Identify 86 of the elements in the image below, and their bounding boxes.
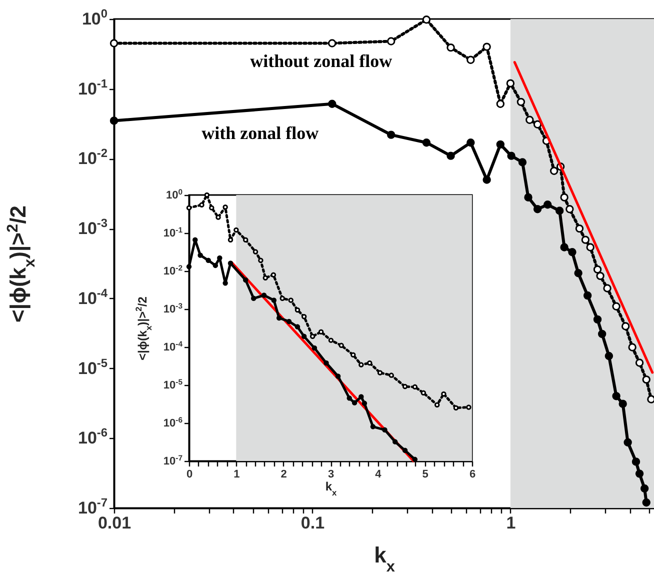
point bbox=[420, 390, 426, 396]
y-tick-label: 10$^{-1}$ bbox=[163, 225, 184, 240]
point bbox=[453, 405, 459, 410]
y-tick-label: 10$^{-6}$ bbox=[78, 426, 108, 448]
point bbox=[198, 252, 203, 258]
y-tick-label: 10$^{-2}$ bbox=[78, 146, 108, 168]
point bbox=[441, 391, 446, 397]
y-tick-label: 10$^{-4}$ bbox=[78, 286, 108, 308]
y-tick-label: 10$^{-5}$ bbox=[78, 356, 108, 378]
point bbox=[276, 315, 282, 321]
point bbox=[466, 404, 472, 410]
point bbox=[412, 456, 418, 462]
series-label: with zonal flow bbox=[202, 122, 319, 143]
point bbox=[318, 329, 324, 334]
x-tick-label: 4 bbox=[375, 468, 382, 480]
point bbox=[186, 264, 192, 270]
x-tick-label: 3 bbox=[328, 468, 334, 480]
point bbox=[358, 394, 364, 400]
y-tick-label: 10$^{0}$ bbox=[166, 187, 182, 202]
y-tick-label: 10$^{-3}$ bbox=[163, 301, 182, 316]
y-tick-label: 10$^{-1}$ bbox=[78, 76, 108, 98]
y-tick-label: 10$^{-6}$ bbox=[163, 415, 182, 430]
point bbox=[216, 214, 221, 220]
point bbox=[258, 258, 264, 264]
point bbox=[270, 272, 276, 278]
point bbox=[192, 237, 198, 242]
point bbox=[301, 314, 307, 320]
point bbox=[367, 360, 372, 366]
point bbox=[294, 324, 300, 330]
x-tick-label: 1 bbox=[506, 514, 516, 532]
point bbox=[346, 396, 352, 401]
point bbox=[186, 205, 192, 210]
point bbox=[377, 370, 383, 376]
x-tick-label: 2 bbox=[280, 468, 287, 480]
point bbox=[288, 298, 294, 303]
point bbox=[402, 384, 408, 390]
point bbox=[294, 307, 300, 313]
point bbox=[228, 260, 234, 266]
point bbox=[362, 400, 368, 406]
point bbox=[212, 262, 218, 268]
point bbox=[352, 400, 358, 406]
point bbox=[209, 205, 214, 210]
x-tick-label: 0 bbox=[186, 468, 193, 480]
point bbox=[261, 292, 267, 298]
y-tick-label: 10$^{-7}$ bbox=[163, 453, 182, 468]
point bbox=[388, 372, 394, 378]
x-tick-label: 1 bbox=[234, 468, 240, 480]
point bbox=[338, 342, 344, 348]
point bbox=[280, 296, 286, 302]
x-axis-title: k$_{x}$ bbox=[325, 480, 338, 498]
x-axis-title: k$_{x}$ bbox=[374, 542, 396, 575]
point bbox=[242, 277, 248, 283]
y-tick-label: 10$^{-4}$ bbox=[163, 339, 184, 354]
point bbox=[234, 227, 239, 233]
y-tick-label: 10$^{0}$ bbox=[82, 6, 108, 28]
y-tick-label: 10$^{-2}$ bbox=[163, 263, 182, 278]
y-tick-label: 10$^{-5}$ bbox=[163, 377, 184, 392]
point bbox=[242, 237, 248, 242]
point bbox=[301, 334, 307, 340]
x-tick-label: 5 bbox=[422, 468, 428, 480]
point bbox=[370, 424, 376, 430]
point bbox=[310, 334, 316, 340]
point bbox=[312, 345, 318, 351]
x-tick-label: 0.1 bbox=[300, 514, 325, 532]
x-tick-label: 6 bbox=[469, 468, 476, 480]
point bbox=[222, 204, 228, 210]
point bbox=[412, 384, 418, 390]
point bbox=[402, 448, 408, 454]
point bbox=[392, 439, 398, 444]
point bbox=[262, 275, 268, 280]
point bbox=[199, 202, 204, 208]
point bbox=[250, 296, 256, 302]
point bbox=[335, 374, 341, 379]
point bbox=[434, 402, 440, 408]
point bbox=[206, 258, 211, 264]
point bbox=[252, 249, 258, 254]
point bbox=[328, 338, 334, 343]
point bbox=[324, 360, 329, 366]
series-label: without zonal flow bbox=[250, 51, 392, 72]
point bbox=[350, 352, 356, 358]
point bbox=[286, 318, 292, 324]
point bbox=[358, 362, 364, 368]
point bbox=[271, 298, 277, 303]
y-tick-label: 10$^{-3}$ bbox=[78, 216, 108, 238]
point bbox=[228, 237, 234, 242]
point bbox=[382, 427, 388, 432]
